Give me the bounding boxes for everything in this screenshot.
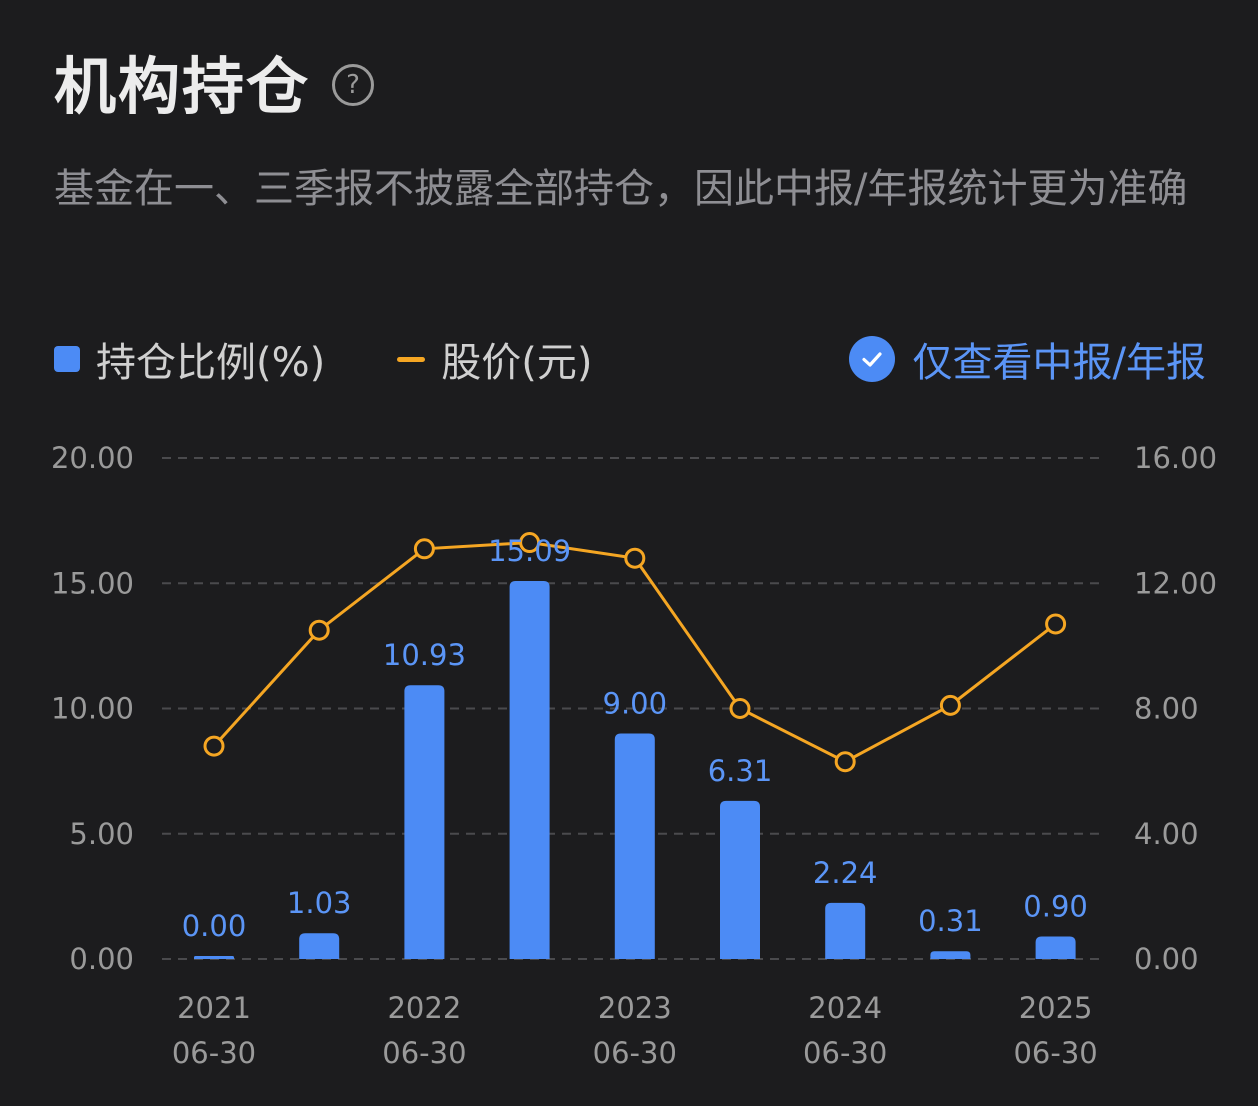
bar-data-labels: 0.00 1.03 10.93 15.09 9.00 6.31 2.24 0.31 0.90 [182,534,1088,943]
bar [614,733,655,959]
price-point [519,532,541,554]
y-axis-left: 20.00 15.00 10.00 5.00 0.00 [51,441,134,976]
y-right-tick-label: 0.00 [1134,942,1199,976]
semiannual-filter-toggle[interactable]: 仅查看中报/年报 [848,330,1206,388]
y-left-tick-label: 10.00 [51,692,134,726]
x-tick-date-label: 06-30 [382,1036,466,1070]
price-point [308,619,330,641]
bar [194,956,234,959]
price-point [729,698,751,719]
y-right-tick-label: 4.00 [1134,817,1199,851]
bar-value-label: 0.90 [1023,889,1088,923]
question-circle-icon[interactable]: ? [332,64,375,106]
bar-series [194,580,1076,959]
y-right-tick-label: 12.00 [1134,566,1217,600]
bar [299,933,340,959]
x-tick-date-label: 06-30 [1013,1036,1097,1070]
x-tick-year-label: 2022 [387,991,461,1025]
bar-value-label: 15.09 [488,534,571,568]
bar-swatch-icon [54,346,80,372]
check-circle-icon [848,336,895,382]
x-tick-year-label: 2025 [1019,991,1093,1025]
y-axis-right: 16.00 12.00 8.00 4.00 0.00 [1134,441,1217,976]
price-point [624,547,646,569]
header: 机构持仓 ? [54,36,375,126]
bar-value-label: 10.93 [383,638,466,672]
y-left-tick-label: 20.00 [51,441,134,475]
line-swatch-icon [397,356,426,362]
bar-value-label: 0.31 [918,904,983,938]
bar-value-label: 1.03 [287,886,352,920]
page-title: 机构持仓 [54,50,311,123]
legend-item-stock-price[interactable]: 股价(元) [397,330,592,388]
x-tick-date-label: 06-30 [172,1036,256,1070]
x-tick-year-label: 2024 [808,991,882,1025]
y-right-tick-label: 16.00 [1134,441,1217,475]
x-tick-year-label: 2021 [177,991,251,1025]
description-text: 基金在一、三季报不披露全部持仓，因此中报/年报统计更为准确 [54,166,1188,212]
bar [404,685,445,959]
price-point [939,694,961,716]
bar [825,902,866,959]
price-line [212,541,1057,764]
price-point [413,538,435,560]
y-right-tick-label: 8.00 [1134,692,1199,726]
price-point [1045,613,1067,635]
price-point [203,735,225,757]
bar-value-label: 9.00 [603,687,668,721]
bar [509,580,550,959]
legend-label-holding-ratio: 持仓比例(%) [96,340,326,386]
bar [720,800,760,959]
price-point [834,751,856,773]
y-left-tick-label: 15.00 [51,566,134,600]
x-tick-date-label: 06-30 [593,1036,677,1070]
legend-item-holding-ratio[interactable]: 持仓比例(%) [54,330,325,388]
filter-label: 仅查看中报/年报 [912,340,1206,386]
legend-label-stock-price: 股价(元) [441,340,593,386]
chart-legend: 持仓比例(%) 股价(元) [54,330,664,388]
bar-value-label: 6.31 [708,754,773,788]
bar [1035,936,1076,959]
bar [930,951,971,959]
bar-value-label: 2.24 [813,856,878,890]
x-axis: 2021 06-30 2022 06-30 2023 06-30 2024 06-30 2025… [172,991,1098,1070]
x-tick-year-label: 2023 [598,991,672,1025]
y-left-tick-label: 0.00 [69,942,134,976]
bar-value-label: 0.00 [182,909,247,943]
x-tick-date-label: 06-30 [803,1036,887,1070]
line-series [203,532,1067,773]
y-left-tick-label: 5.00 [69,817,134,851]
